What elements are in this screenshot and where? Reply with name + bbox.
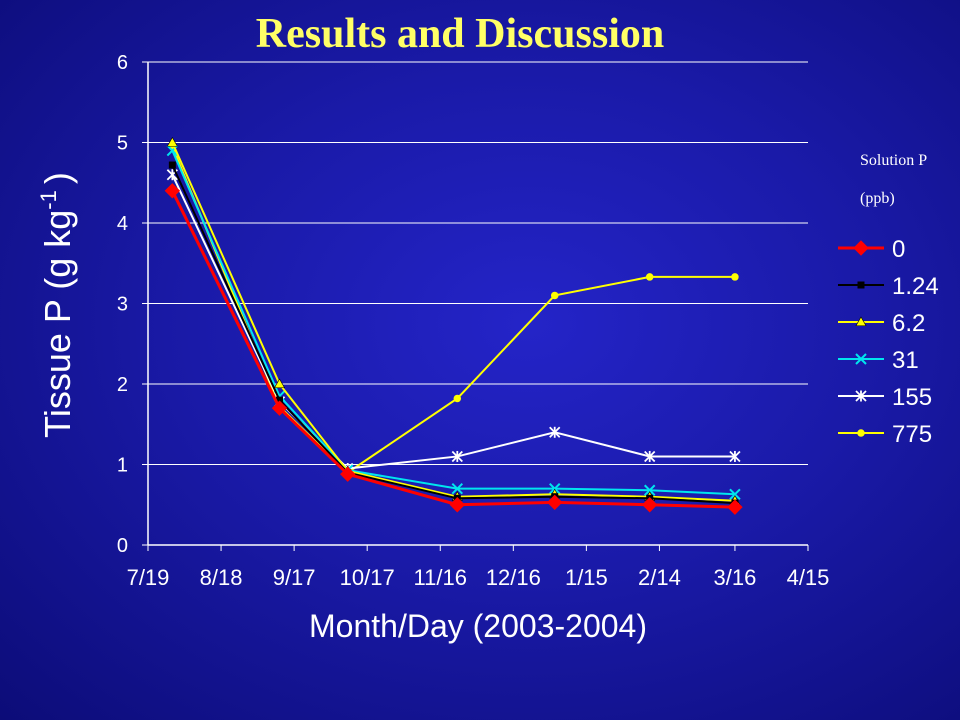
legend-marker xyxy=(857,281,865,289)
data-point xyxy=(644,450,656,463)
y-tick-label: 4 xyxy=(117,213,128,235)
y-tick-label: 0 xyxy=(117,535,128,557)
legend-title-line2: (ppb) xyxy=(860,190,895,207)
series-155 xyxy=(166,169,741,475)
legend-label: 0 xyxy=(892,236,905,263)
x-tick-label: 1/15 xyxy=(565,565,608,590)
x-tick-label: 2/14 xyxy=(638,565,681,590)
data-point xyxy=(166,136,178,147)
legend-label: 775 xyxy=(892,421,932,448)
legend-label: 6.2 xyxy=(892,310,925,337)
legend-item-0: 0 xyxy=(838,236,905,263)
legend-marker xyxy=(853,240,869,256)
y-tick-label: 1 xyxy=(117,455,128,477)
x-tick-label: 10/17 xyxy=(340,565,395,590)
legend-item-155: 155 xyxy=(838,384,932,411)
y-tick-label: 5 xyxy=(117,133,128,155)
legend-marker xyxy=(857,429,865,437)
data-point xyxy=(731,273,739,281)
legend-marker xyxy=(855,390,867,402)
y-axis-label: Tissue P (g kg-1) xyxy=(36,172,78,438)
data-point xyxy=(276,396,284,404)
slide-title: Results and Discussion xyxy=(255,11,665,57)
series-6.2 xyxy=(166,136,741,505)
y-tick-label: 6 xyxy=(117,52,128,74)
series-line xyxy=(171,174,735,470)
x-axis-label: Month/Day (2003-2004) xyxy=(309,608,647,644)
x-tick-label: 7/19 xyxy=(127,565,170,590)
legend-marker xyxy=(855,316,867,327)
data-point xyxy=(549,482,561,495)
legend-item-775: 775 xyxy=(838,421,932,448)
x-tick-label: 4/15 xyxy=(787,565,830,590)
data-point xyxy=(164,183,181,199)
y-tick-label: 3 xyxy=(117,294,128,316)
legend-title-line1: Solution P xyxy=(860,152,928,169)
data-point xyxy=(549,426,561,438)
data-point xyxy=(453,394,462,403)
x-tick-label: 12/16 xyxy=(486,565,541,590)
x-tick-label: 3/16 xyxy=(714,565,757,590)
legend-label: 31 xyxy=(892,347,919,374)
data-point xyxy=(547,494,563,511)
data-point xyxy=(168,161,176,169)
legend-label: 155 xyxy=(892,384,932,411)
data-point xyxy=(645,273,654,281)
legend-item-31: 31 xyxy=(838,347,919,374)
y-tick-label: 2 xyxy=(117,374,128,396)
legend-label: 1.24 xyxy=(892,273,939,300)
data-point xyxy=(339,466,356,482)
data-point xyxy=(273,378,286,389)
data-point xyxy=(271,400,288,416)
data-point xyxy=(451,482,464,495)
legend-item-1.24: 1.24 xyxy=(838,273,939,300)
series-line xyxy=(171,146,735,474)
data-point xyxy=(729,450,741,463)
x-tick-label: 9/17 xyxy=(273,565,316,590)
data-point xyxy=(643,484,656,496)
legend-item-6.2: 6.2 xyxy=(838,310,925,337)
x-tick-label: 8/18 xyxy=(200,565,243,590)
legend-marker xyxy=(855,353,867,365)
series-line xyxy=(171,142,735,502)
data-point xyxy=(727,499,743,515)
series-0 xyxy=(164,183,743,515)
series-1.24 xyxy=(168,161,739,507)
data-point xyxy=(449,497,466,513)
x-tick-label: 11/16 xyxy=(414,565,467,590)
data-point xyxy=(550,291,559,300)
data-point xyxy=(166,144,179,157)
data-point xyxy=(641,497,658,513)
data-point xyxy=(729,488,741,500)
data-point xyxy=(451,450,463,463)
series-775 xyxy=(168,142,739,477)
series-line xyxy=(171,150,735,496)
